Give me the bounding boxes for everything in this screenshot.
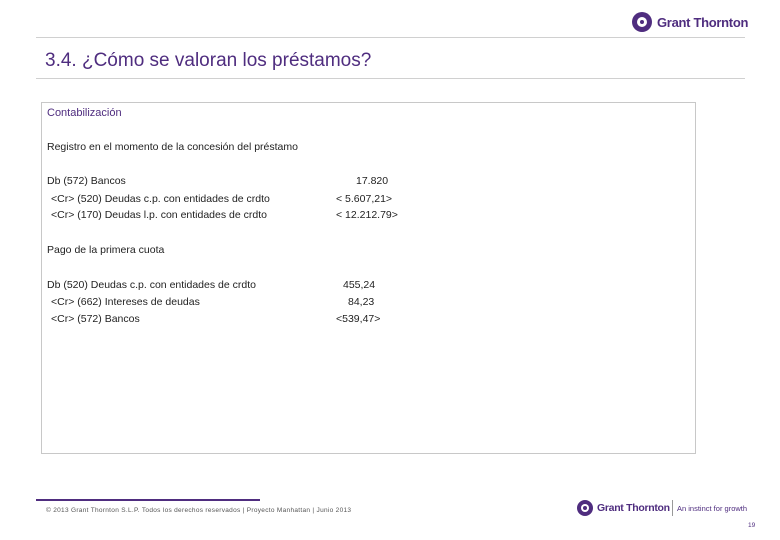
entry-value: 17.820: [356, 175, 389, 187]
entry-value: 84,23: [348, 296, 375, 308]
title-divider: [36, 78, 745, 79]
entry-label: Db (572) Bancos: [47, 175, 126, 187]
grant-thornton-logo-icon: [577, 500, 593, 516]
entry-label: <Cr> (520) Deudas c.p. con entidades de …: [51, 193, 270, 205]
footer-copyright: © 2013 Grant Thornton S.L.P. Todos los d…: [46, 507, 352, 514]
entry-value: < 5.607,21>: [336, 193, 393, 205]
entry-label: <Cr> (662) Intereses de deudas: [51, 296, 200, 308]
page-number: 19: [748, 522, 756, 529]
entry-value: <539,47>: [336, 313, 381, 325]
entry-label: <Cr> (572) Bancos: [51, 313, 140, 325]
entry-value: < 12.212.79>: [336, 209, 398, 221]
grant-thornton-logo: Grant Thornton: [632, 10, 748, 34]
tagline-separator: [672, 500, 673, 516]
entry-value: 455,24: [343, 279, 376, 291]
header-divider: [36, 37, 745, 38]
content-box: [41, 102, 696, 454]
slide-title: 3.4. ¿Cómo se valoran los préstamos?: [45, 50, 372, 71]
content-heading: Contabilización: [47, 107, 122, 119]
entry-label: <Cr> (170) Deudas l.p. con entidades de …: [51, 209, 267, 221]
footer-logo: Grant Thornton: [577, 499, 670, 517]
section-title-first-payment: Pago de la primera cuota: [47, 244, 165, 256]
footer-accent-line: [36, 499, 260, 501]
logo-text: Grant Thornton: [657, 14, 749, 30]
grant-thornton-logo-icon: [632, 12, 652, 32]
section-title-concession: Registro en el momento de la concesión d…: [47, 141, 298, 153]
footer-logo-text: Grant Thornton: [597, 502, 670, 514]
entry-label: Db (520) Deudas c.p. con entidades de cr…: [47, 279, 256, 291]
footer-tagline: An instinct for growth: [677, 504, 748, 513]
